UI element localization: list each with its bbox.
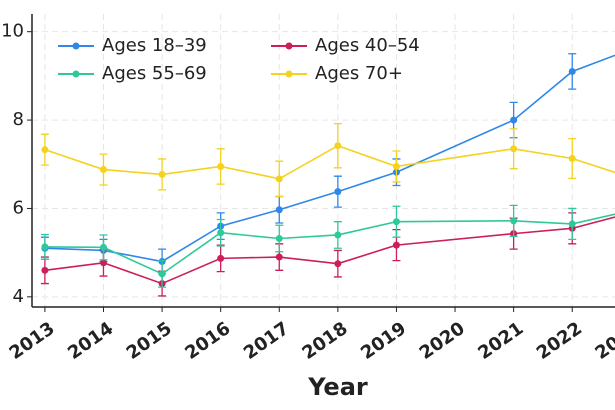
x-tick-label: 2017 — [240, 318, 293, 364]
data-point — [158, 270, 166, 278]
data-point — [510, 217, 518, 225]
legend-label: Ages 18–39 — [102, 35, 207, 56]
y-tick-label: 10 — [1, 21, 24, 42]
legend-label: Ages 70+ — [315, 63, 403, 84]
y-tick-label: 8 — [13, 109, 24, 130]
y-tick-label: 4 — [13, 286, 24, 307]
x-tick-label: 2018 — [298, 318, 351, 364]
legend: Ages 18–39 Ages 40–54 Ages 55–69 Ages 70+ — [58, 35, 420, 84]
data-point — [392, 162, 400, 170]
data-point — [510, 116, 518, 124]
legend-marker — [72, 70, 80, 78]
x-tick-label: 2023 — [591, 318, 615, 364]
data-point — [217, 254, 225, 262]
data-point — [334, 231, 342, 239]
data-point — [392, 218, 400, 226]
legend-marker — [72, 42, 80, 50]
x-tick-label: 2019 — [357, 318, 410, 364]
x-tick-label: 2013 — [6, 318, 59, 364]
y-tick-label: 6 — [13, 197, 24, 218]
x-axis-label: Year — [307, 373, 368, 401]
data-point — [568, 155, 576, 163]
data-point — [99, 166, 107, 174]
data-point — [568, 67, 576, 75]
data-point — [334, 260, 342, 268]
legend-marker — [285, 42, 293, 50]
x-tick-label: 2021 — [474, 318, 527, 364]
data-point — [217, 162, 225, 170]
data-point — [275, 235, 283, 243]
data-point — [99, 259, 107, 267]
series-line — [44, 54, 615, 263]
data-point — [217, 229, 225, 237]
data-point — [41, 243, 49, 251]
data-point — [99, 243, 107, 251]
data-point — [510, 145, 518, 153]
x-tick-label: 2020 — [416, 318, 469, 364]
legend-label: Ages 55–69 — [102, 63, 207, 84]
data-point — [41, 146, 49, 154]
data-point — [334, 142, 342, 150]
legend-label: Ages 40–54 — [315, 35, 420, 56]
series-line — [44, 213, 615, 275]
x-tick-label: 2016 — [181, 318, 234, 364]
data-point — [568, 220, 576, 228]
legend-marker — [285, 70, 293, 78]
data-point — [275, 206, 283, 214]
series-line — [44, 144, 615, 180]
data-point — [392, 241, 400, 249]
data-point — [158, 170, 166, 178]
data-point — [334, 188, 342, 196]
x-tick-label: 2014 — [64, 318, 117, 364]
data-point — [41, 266, 49, 274]
data-point — [275, 253, 283, 261]
x-tick-label: 2022 — [533, 318, 586, 364]
series-line — [44, 216, 615, 285]
data-point — [275, 175, 283, 183]
x-tick-label: 2015 — [123, 318, 176, 364]
